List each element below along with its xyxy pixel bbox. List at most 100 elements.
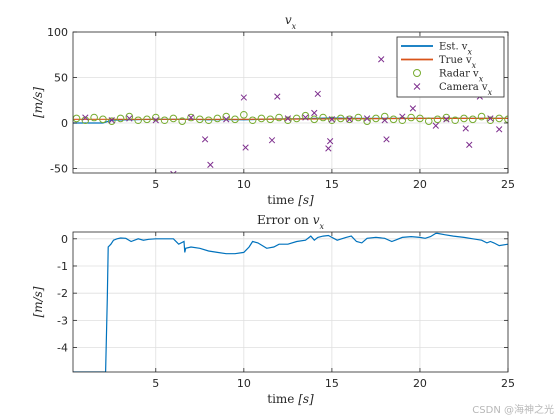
camera-point — [207, 161, 214, 168]
camera-point — [443, 116, 450, 123]
camera-point — [268, 137, 276, 144]
x-tick-label: 25 — [501, 178, 515, 191]
radar-point — [178, 117, 186, 125]
x-tick-label: 5 — [152, 178, 159, 191]
x-axis-label: time [s] — [267, 193, 314, 207]
radar-point — [275, 113, 283, 122]
radar-point — [336, 114, 345, 123]
camera-point — [82, 114, 89, 121]
radar-point — [407, 113, 415, 122]
vx-chart: 5 10 15 20 25 -50 0 50 100 vx time [s] [m/s] Est. vx… — [31, 13, 515, 207]
series-group — [73, 232, 508, 372]
series-error-on-v-x — [73, 232, 508, 372]
camera-point — [302, 114, 309, 121]
camera-point — [328, 116, 336, 123]
legend-item-radar-v-x: Radar vx — [413, 69, 484, 83]
radar-point — [328, 116, 336, 125]
y-tick-label: 50 — [54, 71, 68, 84]
x-axis-label: time [s] — [267, 392, 314, 406]
camera-point — [378, 56, 385, 63]
y-tick-label: 100 — [47, 26, 68, 39]
radar-point — [451, 116, 459, 125]
camera-point — [399, 113, 406, 120]
legend-item-camera-v-x: Camera vx — [413, 82, 493, 97]
camera-point — [466, 141, 473, 148]
radar-point — [116, 114, 125, 123]
y-tick-label: -4 — [57, 342, 68, 355]
x-tick-label: 25 — [501, 377, 515, 390]
radar-point — [143, 115, 151, 124]
radar-point — [107, 117, 116, 125]
y-axis-label: [m/s] — [31, 286, 45, 317]
axes-box — [72, 31, 509, 174]
plot-area — [73, 232, 508, 372]
radar-point — [231, 115, 239, 124]
radar-point — [284, 116, 292, 125]
radar-point — [345, 115, 354, 124]
series-true-v-x — [73, 117, 508, 120]
radar-point — [468, 115, 477, 124]
radar-point — [134, 116, 142, 125]
radar-point — [310, 115, 319, 124]
legend-box — [396, 36, 505, 98]
camera-point — [240, 94, 247, 101]
radar-point — [90, 113, 98, 122]
x-tick-label: 20 — [413, 377, 427, 390]
camera-point — [201, 136, 209, 143]
watermark: CSDN @海神之光 — [472, 405, 554, 416]
radar-point — [292, 114, 301, 123]
radar-point — [504, 115, 508, 124]
x-tick-label: 10 — [237, 377, 251, 390]
radar-point — [416, 114, 424, 123]
radar-point — [160, 116, 169, 125]
camera-point — [170, 170, 177, 173]
axes-box — [72, 231, 509, 373]
x-tick-label: 15 — [325, 377, 339, 390]
legend-item-est-v-x: Est. vx — [401, 42, 472, 57]
radar-point — [389, 115, 398, 124]
radar-point — [125, 112, 134, 121]
radar-point — [477, 112, 486, 121]
legend-label: Camera vx — [439, 82, 493, 97]
radar-point — [354, 113, 363, 122]
camera-point — [432, 122, 439, 129]
chart-title: Error on vx — [257, 213, 325, 231]
legend-label: Est. vx — [439, 42, 472, 57]
y-tick-label: -50 — [50, 162, 68, 175]
series-group — [73, 56, 508, 173]
error-chart: 5 10 15 20 25 -4 -3 -2 -1 0 Error on vx time [s] [m/… — [31, 213, 515, 406]
camera-point — [363, 115, 371, 122]
camera-point — [108, 117, 115, 124]
camera-point — [381, 117, 388, 124]
camera-point — [311, 109, 318, 117]
camera-point — [325, 145, 332, 152]
radar-point — [442, 113, 451, 122]
radar-point — [240, 110, 248, 119]
legend-x — [413, 83, 421, 90]
x-tick-label: 10 — [237, 178, 251, 191]
x-tick-label: 20 — [413, 178, 427, 191]
y-tick-label: 0 — [61, 233, 68, 246]
radar-point — [372, 114, 380, 123]
legend-circle — [413, 69, 421, 77]
camera-point — [187, 114, 195, 121]
radar-point — [319, 113, 327, 122]
radar-point — [213, 114, 222, 123]
camera-point — [409, 105, 417, 112]
radar-point — [424, 117, 433, 125]
radar-point — [266, 115, 275, 124]
radar-point — [204, 116, 213, 125]
camera-point — [223, 116, 230, 123]
x-tick-label: 5 — [152, 377, 159, 390]
camera-point — [383, 136, 390, 143]
camera-point — [126, 115, 133, 122]
legend-label: True vx — [439, 55, 477, 70]
camera-point — [487, 115, 494, 122]
radar-point — [301, 111, 310, 120]
y-tick-label: -2 — [57, 287, 68, 300]
radar-point — [99, 115, 107, 124]
radar-point — [486, 116, 495, 125]
radar-point — [187, 113, 195, 122]
